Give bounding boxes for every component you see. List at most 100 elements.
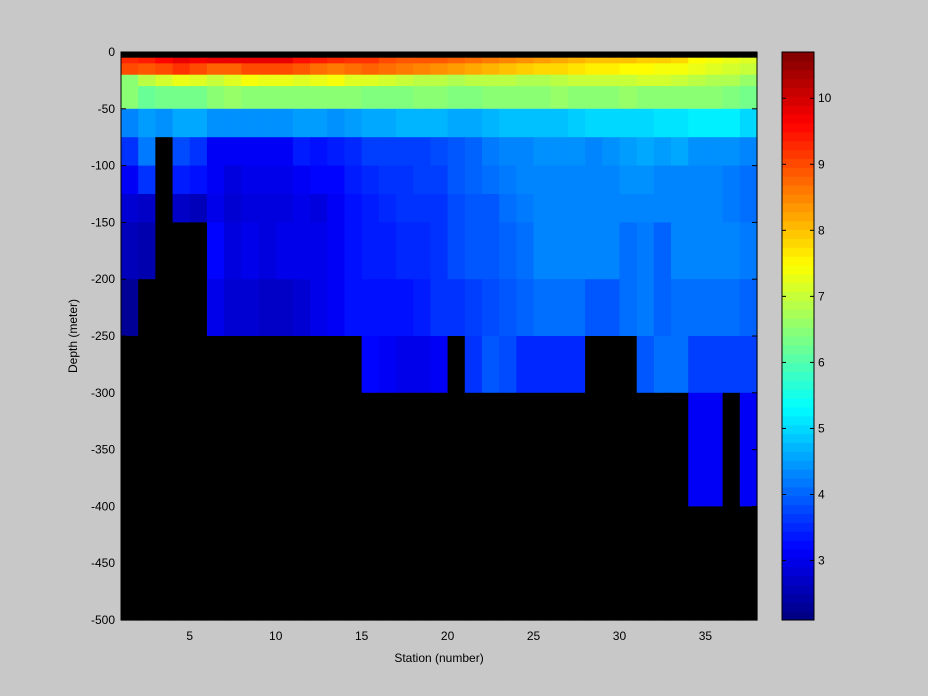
heatmap-cell xyxy=(258,222,277,280)
heatmap-cell xyxy=(585,165,603,195)
heatmap-cell xyxy=(653,86,672,110)
y-tick-label: -250 xyxy=(91,329,115,343)
heatmap-cell xyxy=(172,194,191,223)
heatmap-cell xyxy=(413,392,432,507)
heatmap-cell xyxy=(499,74,517,87)
colorbar-frame xyxy=(781,51,815,621)
colorbar-swatch xyxy=(782,344,814,355)
heatmap-cell xyxy=(378,57,397,64)
heatmap-cell xyxy=(121,392,139,507)
heatmap-cell xyxy=(739,74,758,87)
heatmap-cell xyxy=(636,506,655,621)
heatmap-cell xyxy=(155,336,174,394)
heatmap-cell xyxy=(705,108,724,138)
heatmap-cell xyxy=(671,336,689,394)
heatmap-cell xyxy=(344,165,363,195)
heatmap-cell xyxy=(636,165,655,195)
heatmap-cell xyxy=(121,74,139,87)
heatmap-cell xyxy=(619,506,638,621)
colorbar-swatch xyxy=(782,611,814,621)
heatmap-cell xyxy=(430,63,449,76)
x-tick-label: 15 xyxy=(355,629,369,643)
heatmap-cell xyxy=(481,74,500,87)
heatmap-cell xyxy=(636,86,655,110)
heatmap-cell xyxy=(172,108,191,138)
heatmap-cell xyxy=(344,137,363,167)
heatmap-cell xyxy=(361,336,380,394)
heatmap-cell xyxy=(275,165,294,195)
heatmap-cell xyxy=(138,52,156,59)
colorbar-swatch xyxy=(782,123,814,133)
heatmap-cell xyxy=(688,63,707,76)
y-axis-label: Depth (meter) xyxy=(66,299,80,373)
heatmap-cell xyxy=(121,165,139,195)
heatmap-cell xyxy=(241,336,260,394)
heatmap-cell xyxy=(241,52,260,59)
heatmap-cell xyxy=(413,165,432,195)
heatmap-cell xyxy=(396,57,414,64)
heatmap-cell xyxy=(344,86,363,110)
heatmap-cell xyxy=(585,52,603,59)
heatmap-cell xyxy=(413,194,432,223)
heatmap-cell xyxy=(481,63,500,76)
heatmap-cell xyxy=(310,392,328,507)
heatmap-cell xyxy=(516,57,535,64)
heatmap-cell xyxy=(636,57,655,64)
heatmap-cell xyxy=(172,63,191,76)
colorbar-swatch xyxy=(782,442,814,452)
heatmap-cell xyxy=(206,222,225,280)
heatmap-cell xyxy=(413,279,432,337)
heatmap-cell xyxy=(361,392,380,507)
heatmap-cell xyxy=(172,392,191,507)
heatmap-cell xyxy=(378,165,397,195)
heatmap-cell xyxy=(396,108,414,138)
heatmap-cell xyxy=(567,279,586,337)
heatmap-cell xyxy=(310,86,328,110)
heatmap-cell xyxy=(533,137,552,167)
heatmap-cell xyxy=(138,279,156,337)
x-tick-label: 20 xyxy=(441,629,455,643)
heatmap-cell xyxy=(464,57,483,64)
heatmap-cell xyxy=(567,222,586,280)
y-tick-label: -300 xyxy=(91,386,115,400)
heatmap-cell xyxy=(550,506,569,621)
heatmap-cell xyxy=(481,108,500,138)
heatmap-cell xyxy=(258,52,277,59)
heatmap-cell xyxy=(722,108,741,138)
heatmap-cell xyxy=(464,108,483,138)
heatmap-cell xyxy=(447,165,466,195)
heatmap-cell xyxy=(121,86,139,110)
heatmap-cell xyxy=(344,52,363,59)
heatmap-cell xyxy=(653,137,672,167)
heatmap-cell xyxy=(739,165,758,195)
heatmap-cell xyxy=(258,74,277,87)
colorbar-swatch xyxy=(782,211,814,222)
heatmap-cell xyxy=(241,279,260,337)
heatmap-cell xyxy=(224,279,242,337)
colorbar-swatch xyxy=(782,309,814,319)
heatmap-cell xyxy=(327,222,346,280)
heatmap-cell xyxy=(189,63,208,76)
colorbar-swatch xyxy=(782,229,814,239)
heatmap-cell xyxy=(671,194,689,223)
heatmap-cell xyxy=(241,74,260,87)
heatmap-cell xyxy=(430,137,449,167)
heatmap-cell xyxy=(653,222,672,280)
heatmap-cell xyxy=(585,108,603,138)
heatmap-cell xyxy=(481,52,500,59)
heatmap-cell xyxy=(172,336,191,394)
heatmap-cell xyxy=(224,63,242,76)
heatmap-cell xyxy=(275,74,294,87)
x-tick-label: 35 xyxy=(699,629,713,643)
heatmap-cell xyxy=(653,506,672,621)
colorbar-swatch xyxy=(782,273,814,284)
heatmap-cell xyxy=(516,86,535,110)
heatmap-cell xyxy=(206,279,225,337)
colorbar-swatch xyxy=(782,149,814,160)
heatmap-cell xyxy=(567,194,586,223)
heatmap-cell xyxy=(155,165,174,195)
heatmap-cell xyxy=(550,137,569,167)
heatmap-cell xyxy=(619,108,638,138)
heatmap-cell xyxy=(619,57,638,64)
